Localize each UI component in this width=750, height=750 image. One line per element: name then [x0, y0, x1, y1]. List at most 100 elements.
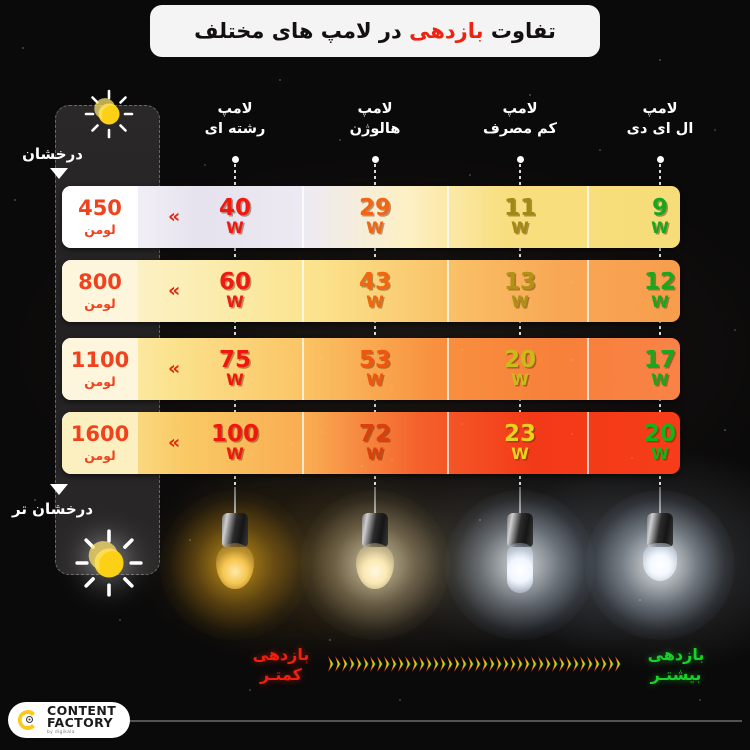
- column-divider: [587, 412, 589, 474]
- bulb-glass: [356, 543, 394, 589]
- chevron-segment: [461, 656, 467, 672]
- lumen-unit: لومن: [84, 295, 116, 311]
- page-title-card: تفاوت بازدهی در لامپ های مختلف: [150, 5, 600, 57]
- lumen-value: 1600: [70, 421, 130, 446]
- lumen-cell: 1100 لومن: [62, 338, 138, 400]
- content-factory-c-icon: [17, 709, 35, 730]
- watt-unit: W: [511, 217, 529, 237]
- column-divider: [447, 338, 449, 400]
- bulb-cord: [374, 487, 376, 515]
- bulb-socket: [362, 513, 388, 547]
- watt-unit: W: [511, 291, 529, 311]
- table-row: 800 لومن «60 W 43 W 13 W 12 W: [62, 260, 680, 322]
- column-connector-dot: [516, 156, 524, 163]
- row-sparkle-texture: [62, 186, 680, 248]
- row-sparkle-texture: [62, 338, 680, 400]
- chevron-segment: [328, 656, 334, 672]
- chevron-segment: [447, 656, 453, 672]
- title-highlight: بازدهی: [409, 19, 484, 43]
- chevron-segment: [517, 656, 523, 672]
- logo-line-1: CONTENT: [47, 702, 117, 718]
- watt-value: 23: [503, 421, 536, 448]
- sun-icon: [75, 529, 143, 597]
- watt-unit: W: [226, 369, 244, 389]
- lumen-value: 1100: [70, 347, 130, 372]
- column-connector-dot: [231, 156, 239, 163]
- row-gradient-bar: [62, 186, 680, 248]
- watt-cell: 23 W: [447, 412, 593, 474]
- chevron-segment: [335, 656, 341, 672]
- chevron-segment: [440, 656, 446, 672]
- column-divider: [302, 412, 304, 474]
- bulb-socket: [647, 513, 673, 547]
- legend-right-line1: بازدهی: [647, 645, 705, 664]
- column-header-line2: ال ای دی: [626, 120, 694, 137]
- watt-cell: 17 W: [587, 338, 680, 400]
- watt-cell: 11 W: [447, 186, 593, 248]
- chevron-segment: [475, 656, 481, 672]
- chevron-segment: [384, 656, 390, 672]
- watt-cell: 60 W: [162, 260, 308, 322]
- lumen-cell: 450 لومن: [62, 186, 138, 248]
- column-header-line1: لامپ: [502, 101, 538, 117]
- table-row: 1600 لومن «100 W 72 W 23 W 20 W: [62, 412, 680, 474]
- watt-value: 100: [210, 421, 259, 448]
- chevron-segment: [349, 656, 355, 672]
- watt-value: 60: [218, 269, 251, 296]
- page-title: تفاوت بازدهی در لامپ های مختلف: [194, 19, 556, 43]
- column-divider: [587, 338, 589, 400]
- bulb-glass: [216, 543, 254, 589]
- back-chevron-icon: «: [168, 431, 181, 454]
- column-divider: [302, 186, 304, 248]
- row-sparkle-texture: [62, 412, 680, 474]
- watt-value: 72: [358, 421, 391, 448]
- chevron-segment: [594, 656, 600, 672]
- chevron-segment: [398, 656, 404, 672]
- row-sparkle-texture: [62, 260, 680, 322]
- title-prefix: تفاوت: [490, 19, 556, 43]
- row-gradient-bar: [62, 260, 680, 322]
- chevron-segment: [468, 656, 474, 672]
- lumen-cell: 800 لومن: [62, 260, 138, 322]
- triangle-down-icon: [50, 484, 68, 495]
- chevron-segment: [615, 656, 621, 672]
- bulb-led-icon: [585, 487, 735, 640]
- watt-unit: W: [651, 217, 669, 237]
- watt-value: 53: [358, 347, 391, 374]
- watt-unit: W: [651, 369, 669, 389]
- table-row: 1100 لومن «75 W 53 W 20 W 17 W: [62, 338, 680, 400]
- legend-left-line2: کمتـر: [260, 665, 302, 684]
- rail-label-brighter: درخشان تر: [11, 500, 94, 518]
- watt-cell: 53 W: [302, 338, 448, 400]
- lumen-value: 800: [78, 269, 122, 294]
- sun-icon: [84, 89, 134, 139]
- watt-cell: 75 W: [162, 338, 308, 400]
- chevron-segment: [482, 656, 488, 672]
- watt-unit: W: [366, 369, 384, 389]
- table-row: 450 لومن «40 W 29 W 11 W 9 W: [62, 186, 680, 248]
- chevron-segment: [573, 656, 579, 672]
- chevron-segment: [370, 656, 376, 672]
- watt-cell: 72 W: [302, 412, 448, 474]
- chevron-segment: [510, 656, 516, 672]
- watt-unit: W: [511, 443, 529, 463]
- bulb-glass: [643, 543, 677, 581]
- bulb-cord: [519, 487, 521, 515]
- column-divider: [447, 412, 449, 474]
- chevron-segment: [363, 656, 369, 672]
- chevron-segment: [496, 656, 502, 672]
- watt-unit: W: [651, 291, 669, 311]
- title-suffix: در لامپ های مختلف: [194, 19, 402, 43]
- chevron-segment: [489, 656, 495, 672]
- watt-value: 20: [643, 421, 676, 448]
- column-connector-dot: [371, 156, 379, 163]
- chevron-segment: [356, 656, 362, 672]
- chevron-segment: [419, 656, 425, 672]
- chevron-segment: [580, 656, 586, 672]
- column-divider: [302, 260, 304, 322]
- watt-cell: 40 W: [162, 186, 308, 248]
- chevron-segment: [552, 656, 558, 672]
- rail-label-bright: درخشان: [22, 145, 83, 163]
- watt-value: 29: [358, 195, 391, 222]
